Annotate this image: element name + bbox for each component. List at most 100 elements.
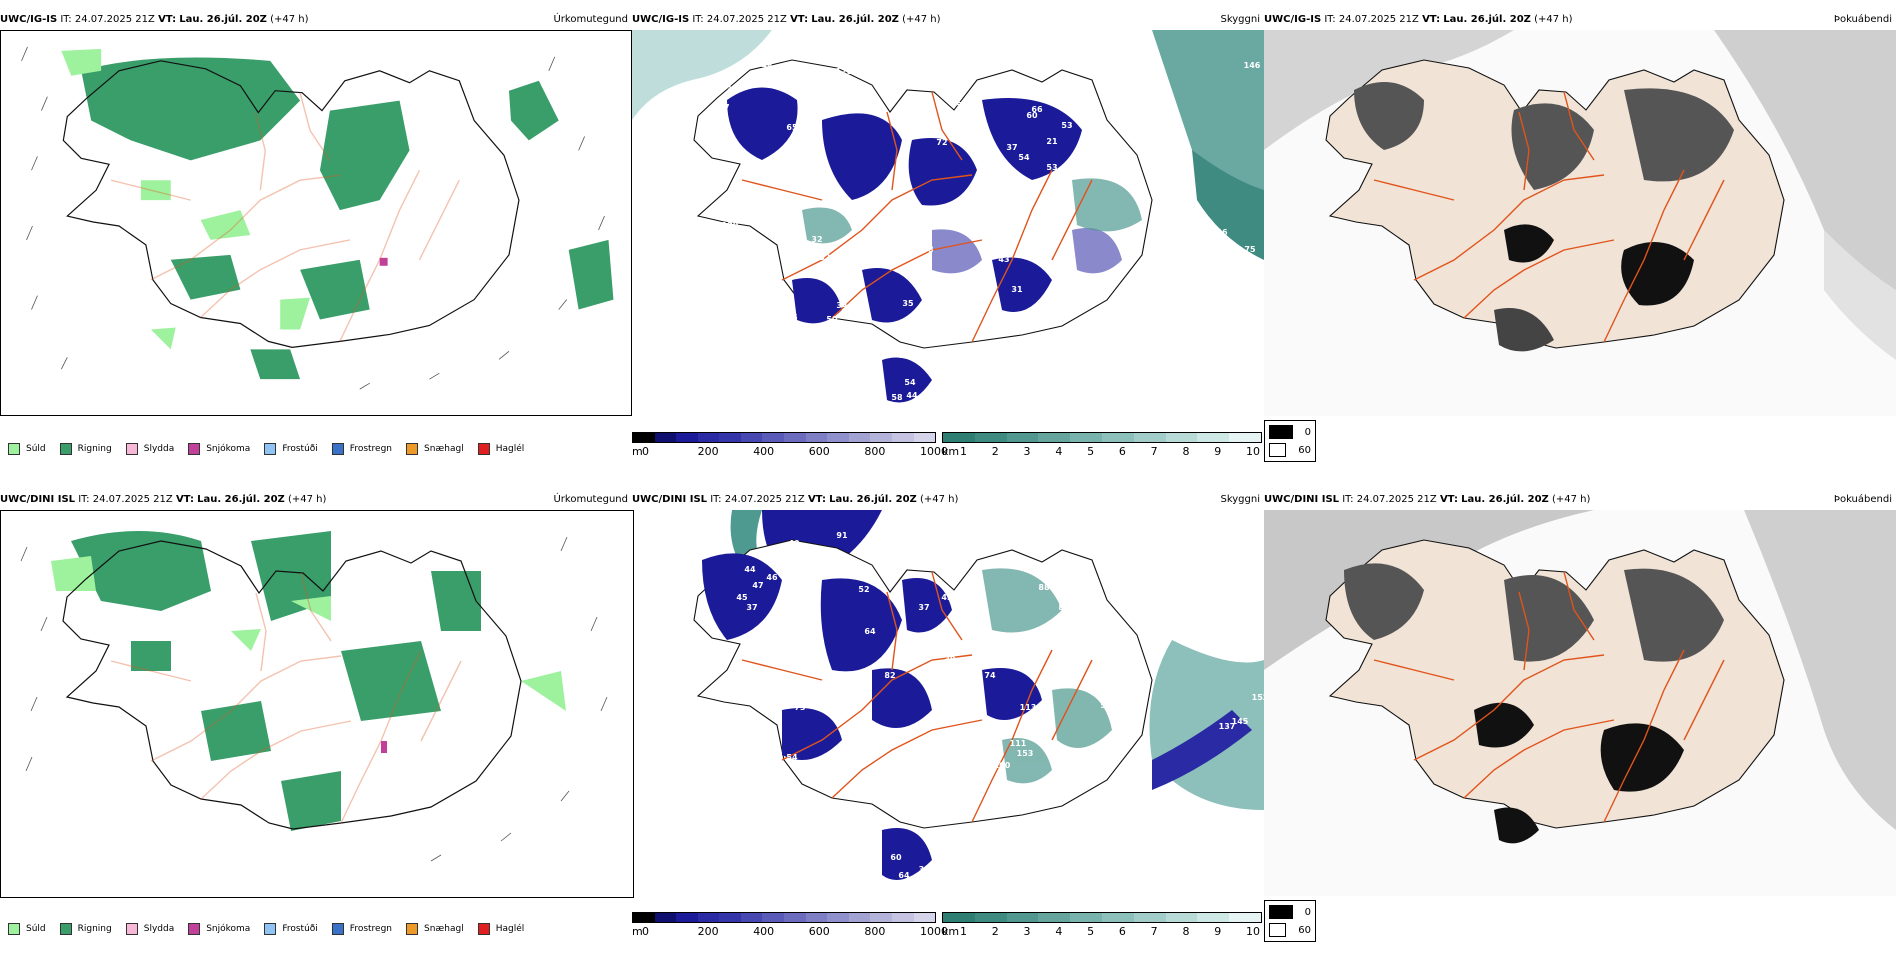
legend-swatch: [331, 443, 344, 455]
colorbar-cell: [913, 913, 936, 922]
visibility-value-label: 53: [1061, 121, 1072, 130]
legend-item: Rigning: [59, 443, 112, 455]
legend-swatch: [477, 923, 490, 935]
colorbar-cell: [913, 433, 936, 442]
legend-item: Slydda: [125, 443, 174, 455]
visibility-value-label: 40: [888, 895, 900, 896]
visibility-value-label: 80: [844, 681, 856, 690]
visibility-value-label: 132: [834, 35, 851, 44]
model-name: UWC/IG-IS: [0, 14, 58, 25]
legend-label: Frostregn: [349, 924, 393, 934]
init-time-label: IT:: [78, 494, 90, 505]
visibility-value-label: 72: [986, 319, 997, 328]
panel-header: UWC/DINI ISL IT: 24.07.2025 21Z VT: Lau.…: [0, 492, 632, 508]
visibility-value-label: 45: [736, 593, 748, 602]
visibility-value-label: 42: [941, 593, 952, 602]
colorbar-cell: [1006, 433, 1039, 442]
scale-unit: m: [632, 445, 643, 458]
colorbar-cell: [762, 433, 785, 442]
colorbar-cell: [676, 433, 698, 442]
colorbar-cell: [1165, 433, 1198, 442]
colorbar-cell: [654, 433, 677, 442]
visibility-scale: km 1 2 3 4 5 6 7 8 9 10: [942, 432, 1262, 474]
scale-tick-label: 5: [1087, 445, 1095, 458]
visibility-value-label: 56: [956, 101, 968, 110]
visibility-value-label: 37: [1006, 143, 1017, 152]
scale-tick-label: 0: [642, 925, 649, 938]
visibility-value-label: 32: [811, 235, 822, 244]
visibility-value-label: 39: [944, 655, 956, 664]
visibility-value-label: 46: [1216, 228, 1228, 237]
lead-time: (+47 h): [1534, 14, 1573, 25]
visibility-value-label: 60: [890, 853, 902, 862]
scale-tick-label: 600: [808, 925, 830, 938]
scale-tick-label: 3: [1023, 445, 1031, 458]
scale-unit: km: [942, 925, 960, 938]
colorbar-cell: [654, 913, 677, 922]
fog-legend-value: 60: [1298, 444, 1311, 456]
colorbar-cell: [805, 913, 828, 922]
visibility-value-label: 89: [1058, 587, 1070, 596]
scale-tick-label: 9: [1214, 445, 1222, 458]
panel-header: UWC/DINI ISL IT: 24.07.2025 21Z VT: Lau.…: [1264, 492, 1896, 508]
fog-map[interactable]: [1264, 510, 1896, 896]
visibility-value-label: 152: [1252, 693, 1264, 702]
legend-label: Frostúði: [282, 924, 318, 934]
panel-header: UWC/IG-IS IT: 24.07.2025 21Z VT: Lau. 26…: [0, 12, 632, 28]
valid-time-label: VT:: [1422, 14, 1441, 25]
legend-item: Snæhagl: [406, 443, 464, 455]
visibility-value-label: 92: [726, 343, 737, 352]
colorbar-cell: [697, 433, 720, 442]
colorbar-cell: [676, 913, 698, 922]
visibility-value-label: 42: [801, 339, 812, 348]
scale-tick-label: 9: [1214, 925, 1222, 938]
visibility-value-label: 58: [891, 393, 903, 402]
visibility-value-label: 95: [966, 321, 978, 330]
scale-tick-label: 7: [1150, 925, 1158, 938]
legend-swatch: [8, 923, 20, 935]
panel-title: Úrkomutegund: [553, 14, 628, 25]
visibility-value-label: 37: [726, 713, 737, 722]
cloud-base-scale: m 0 200 400 600 800 1000: [632, 912, 948, 954]
scale-tick-label: 6: [1118, 925, 1126, 938]
visibility-value-label: 72: [936, 138, 947, 147]
legend-swatch: [125, 443, 138, 455]
visibility-value-label: 64: [898, 871, 910, 880]
valid-time-value: Lau. 26.júl. 20Z: [1461, 494, 1549, 505]
cloud-base-ticks: m 0 200 400 600 800 1000: [632, 923, 948, 939]
visibility-value-label: 37: [746, 603, 757, 612]
visibility-value-label: 94: [1171, 285, 1183, 294]
visibility-value-label: 74: [984, 671, 996, 680]
cloud-base-colorbar: [632, 912, 936, 923]
visibility-value-label: 44: [744, 565, 756, 574]
precip-type-panel-2: UWC/DINI ISL IT: 24.07.2025 21Z VT: Lau.…: [0, 492, 634, 952]
visibility-value-label: 18: [836, 93, 848, 102]
precip-map[interactable]: [0, 30, 632, 416]
colorbar-cell: [943, 913, 975, 922]
colorbar-cell: [1197, 913, 1230, 922]
scale-tick-label: 1: [960, 925, 967, 938]
visibility-map[interactable]: 132 146 48 50 128 40 38 34 37 65 18 56 77 102 54 60 53 91…: [632, 30, 1264, 416]
visibility-value-label: 863: [924, 323, 941, 332]
legend-item: Snjókoma: [188, 443, 250, 455]
legend-label: Slydda: [143, 924, 175, 934]
precip-map[interactable]: [0, 510, 634, 898]
precip-legend: Súld Rigning Slydda Snjókoma Frostúði Fr…: [0, 918, 530, 940]
visibility-value-label: 102: [964, 143, 981, 152]
legend-item: Rigning: [59, 923, 112, 935]
legend-item: Frostúði: [264, 443, 318, 455]
legend-item: Súld: [8, 443, 46, 455]
visibility-value-label: 35: [902, 299, 914, 308]
visibility-value-label: 323: [1199, 268, 1216, 277]
visibility-value-label: 75: [1244, 245, 1256, 254]
visibility-value-label: 50: [784, 61, 796, 70]
panel-title: Úrkomutegund: [553, 494, 628, 505]
scale-tick-label: 200: [697, 925, 719, 938]
visibility-value-label: 46: [766, 573, 778, 582]
fog-map[interactable]: [1264, 30, 1896, 416]
visibility-ticks: km 1 2 3 4 5 6 7 8 9 10: [942, 923, 1262, 939]
colorbar-cell: [1229, 913, 1261, 922]
visibility-value-label: 66: [1031, 105, 1043, 114]
colorbar-cell: [1197, 433, 1230, 442]
